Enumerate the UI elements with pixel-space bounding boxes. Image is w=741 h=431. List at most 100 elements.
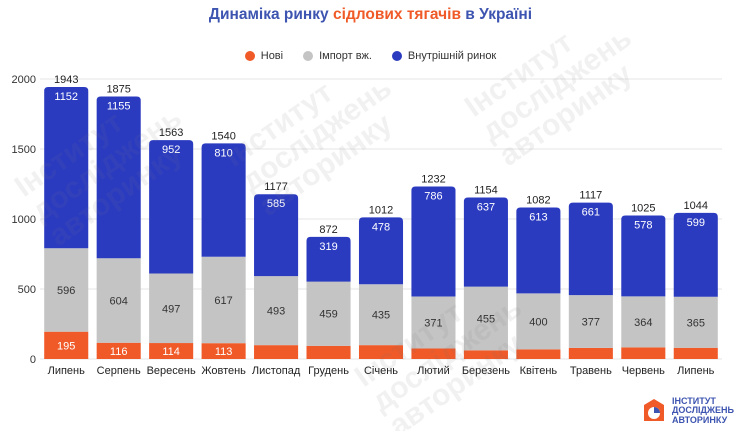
data-label: 371 (424, 318, 442, 330)
total-label: 1232 (421, 174, 445, 186)
data-label: 585 (267, 198, 285, 210)
y-tick-label: 500 (18, 284, 36, 296)
bar-segment (96, 258, 141, 343)
data-label: 604 (110, 295, 128, 307)
legend-label: Нові (260, 50, 284, 62)
data-label: 578 (634, 220, 652, 232)
data-label: 599 (687, 217, 705, 229)
total-label: 1117 (579, 190, 602, 202)
x-tick-label: Серпень (97, 365, 141, 377)
bar-segment (411, 296, 456, 349)
bar-segment (254, 345, 299, 359)
bar-segment (96, 96, 141, 259)
total-label: 1012 (369, 204, 393, 216)
bar-segment (201, 143, 246, 257)
data-label: 400 (529, 316, 547, 328)
data-label: 596 (57, 285, 75, 297)
total-label: 1540 (211, 130, 235, 142)
total-label: 1154 (474, 184, 498, 196)
data-label: 435 (372, 310, 390, 322)
bar-segment (201, 343, 246, 359)
legend-label: Імпорт вж. (319, 50, 372, 62)
bar-segment (673, 347, 718, 359)
title-part-2: сідлових тягачів (332, 6, 461, 23)
title-part-3: в Україні (461, 6, 533, 23)
total-label: 872 (319, 224, 337, 236)
data-label: 113 (215, 346, 233, 358)
bar-segment (411, 186, 456, 297)
y-tick-label: 1500 (12, 144, 36, 156)
data-label: 455 (477, 313, 495, 325)
x-tick-label: Грудень (308, 365, 349, 377)
bar-segment (621, 215, 666, 297)
bar-segment (149, 343, 194, 359)
data-label: 786 (424, 191, 442, 203)
logo-line-3: АВТОРИНКУ (672, 414, 728, 425)
logo-text: ІНСТИТУТ ДОСЛІДЖЕНЬ АВТОРИНКУ (672, 395, 735, 426)
bar-segment (568, 202, 613, 296)
total-label: 1177 (264, 181, 288, 193)
data-label: 497 (162, 303, 180, 315)
data-label: 478 (372, 221, 390, 233)
data-label: 365 (687, 317, 705, 329)
data-label: 114 (162, 346, 180, 358)
bar-segment (516, 349, 561, 359)
logo-line-1: ІНСТИТУТ (672, 395, 716, 406)
bar-segment (358, 345, 404, 359)
x-tick-label: Травень (570, 365, 612, 377)
bar-segment (463, 350, 508, 359)
x-tick-label: Березень (462, 365, 510, 377)
bar-segment (568, 347, 613, 359)
bar-segment (44, 248, 89, 332)
bar-segment (306, 345, 351, 359)
bar-segment (516, 293, 561, 350)
data-label: 459 (319, 309, 337, 321)
chart-legend: Нові Імпорт вж. Внутрішній ринок (0, 50, 741, 62)
data-label: 661 (582, 207, 600, 219)
bar-segment (306, 236, 351, 282)
bar-segment (463, 197, 508, 287)
data-label: 1152 (54, 91, 78, 103)
x-tick-label: Вересень (147, 365, 196, 377)
data-label: 364 (634, 317, 652, 329)
bar-segment (358, 217, 404, 285)
total-label: 1025 (631, 203, 655, 215)
legend-swatch-icon (391, 51, 402, 61)
bar-segment (96, 342, 141, 359)
legend-label: Внутрішній ринок (407, 50, 497, 62)
bar-segment (673, 296, 718, 348)
data-label: 195 (57, 340, 75, 352)
data-label: 617 (214, 295, 232, 307)
data-label: 810 (214, 147, 232, 159)
chart-title: Динаміка ринку сідлових тягачів в Україн… (0, 6, 741, 24)
logo-line-2: ДОСЛІДЖЕНЬ (672, 405, 735, 416)
institute-logo: ІНСТИТУТ ДОСЛІДЖЕНЬ АВТОРИНКУ (640, 393, 740, 429)
data-label: 493 (267, 306, 285, 318)
legend-swatch-icon (244, 51, 255, 61)
bar-segment (621, 347, 666, 359)
bar-segment (254, 194, 299, 277)
legend-item-2: Внутрішній ринок (391, 50, 497, 62)
data-label: 952 (162, 144, 180, 156)
x-tick-label: Квітень (520, 365, 558, 377)
data-label: 116 (110, 346, 128, 358)
total-label: 1563 (159, 127, 183, 139)
data-label: 1155 (107, 101, 131, 113)
x-tick-label: Червень (622, 365, 665, 377)
data-label: 377 (582, 317, 600, 329)
x-tick-label: Жовтень (201, 365, 246, 377)
bar-segment (254, 276, 299, 346)
total-label: 1943 (54, 74, 78, 86)
bar-segment (411, 348, 456, 359)
x-tick-label: Січень (364, 365, 398, 377)
total-label: 1082 (526, 195, 550, 207)
data-label: 613 (529, 212, 547, 224)
y-tick-label: 1000 (12, 214, 36, 226)
bar-segment (44, 331, 89, 359)
bar-segment (149, 273, 194, 344)
x-tick-label: Липень (48, 365, 86, 377)
bar-segment (568, 295, 613, 348)
data-label: 319 (319, 241, 337, 253)
x-tick-label: Лютий (417, 365, 450, 377)
